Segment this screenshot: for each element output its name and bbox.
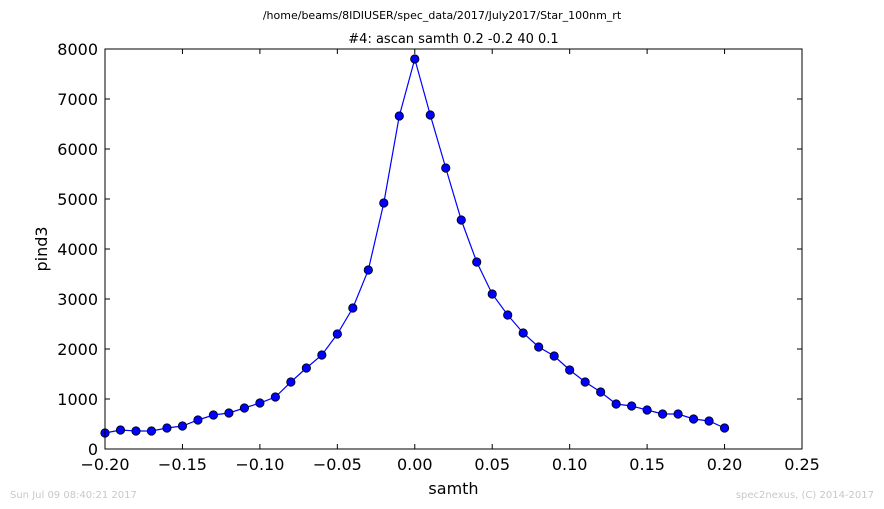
data-point <box>394 111 404 121</box>
data-point <box>518 328 528 338</box>
plot-frame <box>104 48 803 450</box>
data-point <box>255 398 265 408</box>
x-tick-label: −0.05 <box>313 455 362 474</box>
data-point <box>363 265 373 275</box>
y-tick-label: 3000 <box>57 290 98 309</box>
x-tick-label: 0.05 <box>474 455 510 474</box>
data-point <box>456 215 466 225</box>
data-point <box>719 423 730 433</box>
data-point <box>503 310 513 320</box>
data-point <box>472 257 482 267</box>
x-tick-label: 0.20 <box>707 455 743 474</box>
data-point <box>332 329 342 339</box>
plot-area <box>105 49 802 449</box>
x-tick-label: −0.15 <box>158 455 207 474</box>
data-point <box>348 303 358 313</box>
x-tick-label: −0.10 <box>235 455 284 474</box>
y-tick-label: 7000 <box>57 90 98 109</box>
data-point <box>208 410 219 420</box>
data-point <box>317 350 327 360</box>
x-axis-label: samth <box>428 479 478 498</box>
x-tick-label: −0.20 <box>80 455 129 474</box>
data-point <box>146 426 157 436</box>
data-point <box>565 365 575 375</box>
y-tick-label: 1000 <box>57 390 98 409</box>
data-point <box>193 415 203 425</box>
data-point <box>441 163 451 173</box>
data-point <box>224 408 234 418</box>
data-point <box>673 409 683 419</box>
footer-timestamp: Sun Jul 09 08:40:21 2017 <box>10 490 137 501</box>
y-tick-label: 0 <box>88 440 98 459</box>
footer-credit: spec2nexus, (C) 2014-2017 <box>735 490 874 501</box>
chart-title: #4: ascan samth 0.2 -0.2 40 0.1 <box>348 32 558 47</box>
data-point <box>131 426 141 436</box>
data-point <box>177 421 188 431</box>
x-tick-label: 0.15 <box>629 455 665 474</box>
x-tick-label: 0.00 <box>397 455 433 474</box>
data-point <box>611 399 621 409</box>
x-tick-label: 0.10 <box>552 455 588 474</box>
data-point <box>549 351 559 361</box>
data-point <box>286 377 296 387</box>
data-point <box>162 423 172 433</box>
data-point <box>410 54 420 64</box>
x-tick-label: 0.25 <box>784 455 820 474</box>
data-point <box>580 377 590 387</box>
data-point <box>301 363 311 373</box>
data-point <box>270 392 280 402</box>
y-tick-label: 5000 <box>57 190 98 209</box>
data-point <box>688 414 699 424</box>
data-point <box>534 342 544 352</box>
data-point <box>239 403 249 413</box>
data-point <box>657 409 668 419</box>
data-point <box>115 425 126 435</box>
y-tick-label: 2000 <box>57 340 98 359</box>
y-axis-label: pind3 <box>32 226 51 271</box>
figure-suptitle: /home/beams/8IDIUSER/spec_data/2017/July… <box>262 9 622 22</box>
data-point <box>642 405 652 415</box>
y-tick-label: 6000 <box>57 140 98 159</box>
y-tick-label: 8000 <box>57 40 98 59</box>
y-tick-label: 4000 <box>57 240 98 259</box>
data-point <box>704 416 714 426</box>
data-point <box>596 387 606 397</box>
data-point <box>627 401 637 411</box>
data-point <box>425 110 435 120</box>
data-point <box>379 198 389 208</box>
data-point <box>487 289 497 299</box>
